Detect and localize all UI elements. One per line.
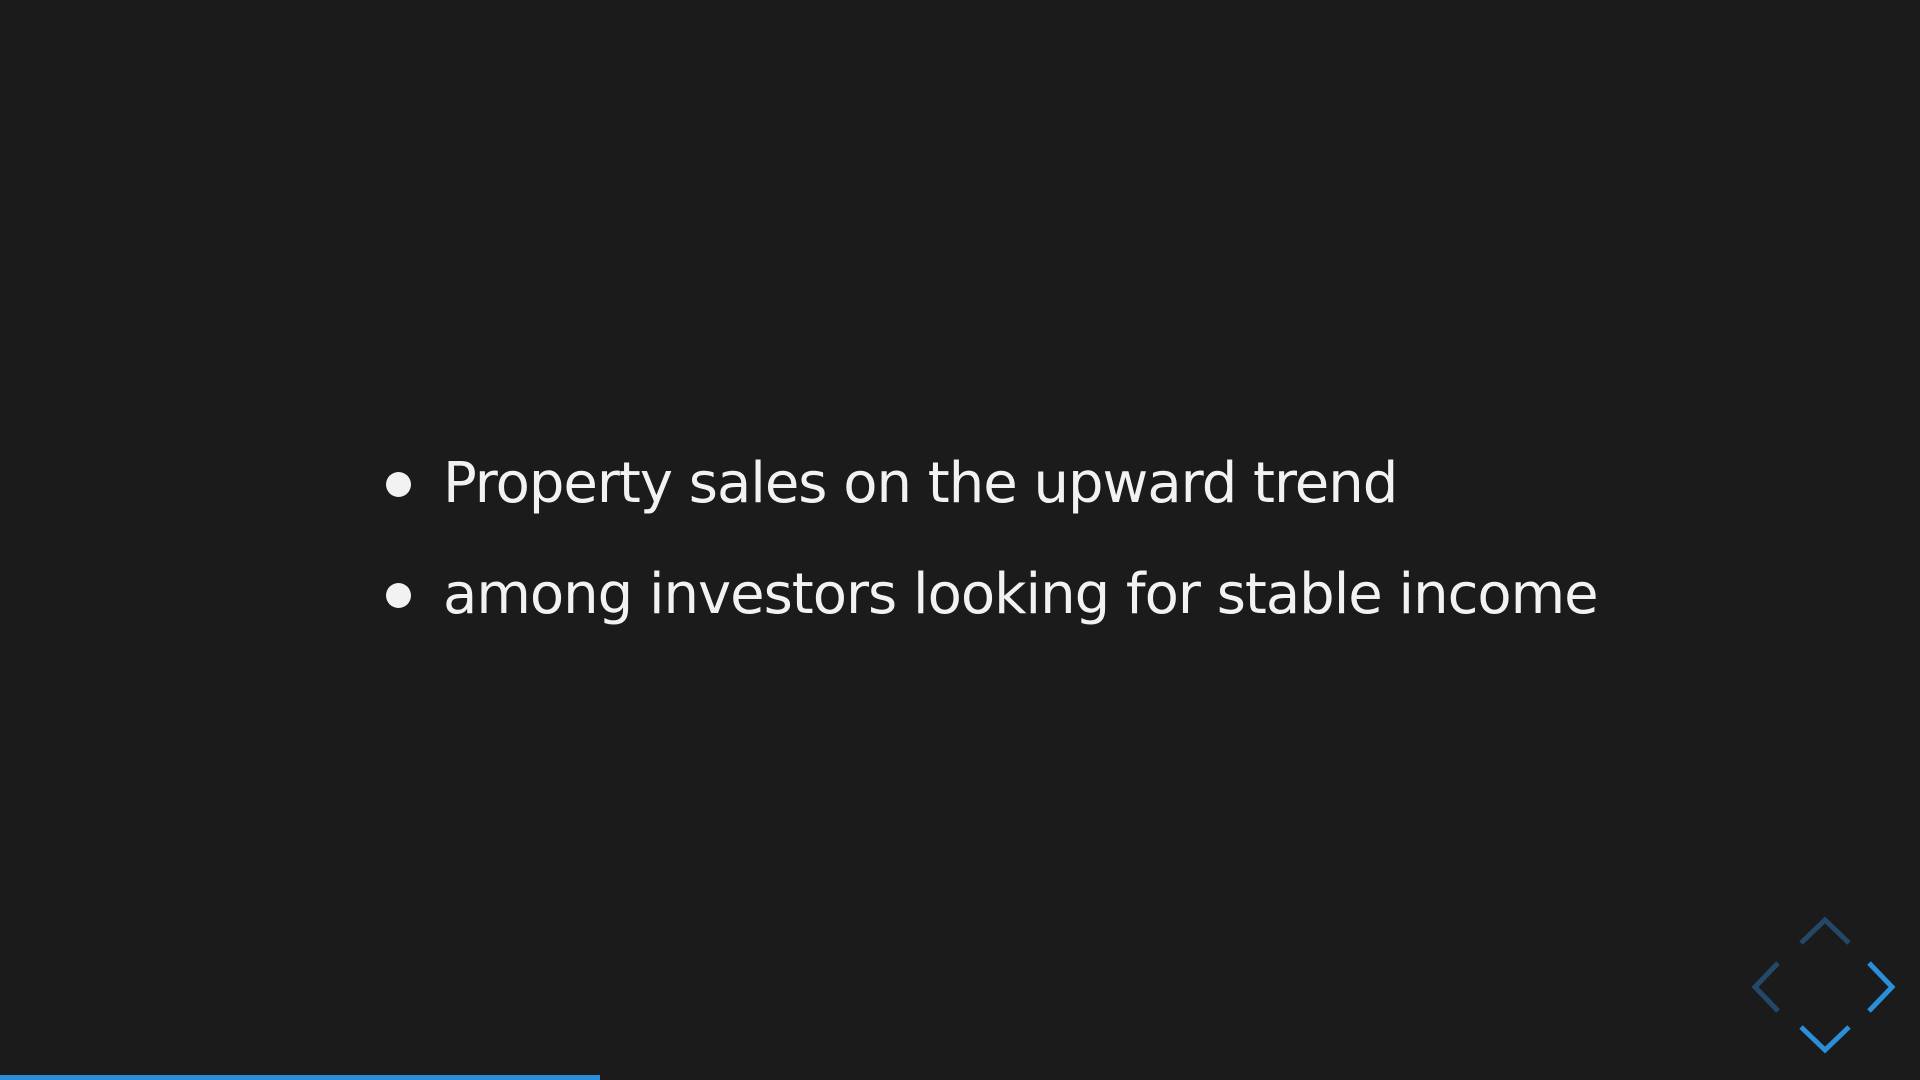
nav-down-button[interactable] (1795, 1023, 1855, 1055)
bullet-item: Property sales on the upward trend (383, 440, 1598, 551)
nav-right-button[interactable] (1863, 957, 1897, 1017)
chevron-right-icon (1867, 961, 1896, 1013)
chevron-down-icon (1799, 1025, 1851, 1054)
bullet-text: among investors looking for stable incom… (443, 562, 1599, 627)
chevron-up-icon (1799, 916, 1851, 945)
nav-left-button[interactable] (1750, 957, 1784, 1017)
bullet-dot-icon (386, 472, 411, 497)
bullet-list: Property sales on the upward trend among… (383, 440, 1599, 662)
chevron-left-icon (1751, 961, 1780, 1013)
navigation-controls (1750, 915, 1900, 1060)
progress-bar[interactable] (0, 1075, 1920, 1080)
bullet-dot-icon (386, 583, 411, 608)
nav-up-button[interactable] (1795, 915, 1855, 947)
bullet-item: among investors looking for stable incom… (383, 551, 1599, 662)
progress-fill (0, 1075, 600, 1080)
bullet-text: Property sales on the upward trend (443, 451, 1398, 516)
